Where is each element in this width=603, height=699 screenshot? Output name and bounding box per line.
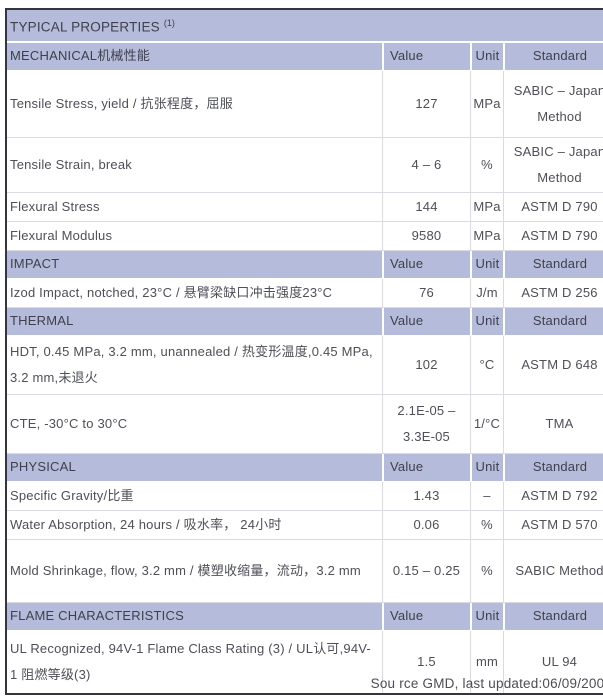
unit-cell: J/m <box>470 278 503 308</box>
unit-cell: MPa <box>470 221 503 251</box>
table-row: Mold Shrinkage, flow, 3.2 mm / 模塑收缩量，流动，… <box>7 539 603 603</box>
column-header-value: Value <box>382 307 470 336</box>
column-header-unit: Unit <box>470 42 503 71</box>
column-header-value: Value <box>382 453 470 482</box>
standard-cell: UL 94 <box>503 630 603 693</box>
property-cell: Mold Shrinkage, flow, 3.2 mm / 模塑收缩量，流动，… <box>7 539 382 603</box>
table-title-row: TYPICAL PROPERTIES (1) <box>7 10 603 43</box>
title-footnote-marker: (1) <box>163 18 175 28</box>
typical-properties-table: TYPICAL PROPERTIES (1) MECHANICAL机械性能 Va… <box>5 8 603 695</box>
property-cell: UL Recognized, 94V-1 Flame Class Rating … <box>7 630 382 693</box>
unit-cell: MPa <box>470 70 503 138</box>
table-title: TYPICAL PROPERTIES (1) <box>7 10 603 43</box>
standard-cell: TMA <box>503 394 603 454</box>
section-label: PHYSICAL <box>7 453 382 482</box>
section-label: FLAME CHARACTERISTICS <box>7 602 382 631</box>
column-header-standard: Standard <box>503 453 603 482</box>
value-cell: 76 <box>382 278 470 308</box>
standard-cell: SABIC – Japan Method <box>503 137 603 193</box>
table-row: Flexural Modulus 9580 MPa ASTM D 790 <box>7 221 603 251</box>
table-row: Water Absorption, 24 hours / 吸水率， 24小时 0… <box>7 510 603 540</box>
standard-cell: ASTM D 648 <box>503 335 603 395</box>
standard-cell: ASTM D 256 <box>503 278 603 308</box>
standard-cell: ASTM D 790 <box>503 192 603 222</box>
table-row: UL Recognized, 94V-1 Flame Class Rating … <box>7 630 603 693</box>
table-row: Tensile Stress, yield / 抗张程度，屈服 127 MPa … <box>7 70 603 138</box>
property-cell: Specific Gravity/比重 <box>7 481 382 511</box>
section-header-thermal: THERMAL Value Unit Standard <box>7 307 603 336</box>
section-label: THERMAL <box>7 307 382 336</box>
property-cell: CTE, -30°C to 30°C <box>7 394 382 454</box>
value-cell: 1.5 <box>382 630 470 693</box>
property-cell: Tensile Stress, yield / 抗张程度，屈服 <box>7 70 382 138</box>
table-row: Izod Impact, notched, 23°C / 悬臂梁缺口冲击强度23… <box>7 278 603 308</box>
value-cell: 2.1E-05 – 3.3E-05 <box>382 394 470 454</box>
unit-cell: °C <box>470 335 503 395</box>
table-row: Tensile Strain, break 4 – 6 % SABIC – Ja… <box>7 137 603 193</box>
section-header-mechanical: MECHANICAL机械性能 Value Unit Standard <box>7 42 603 71</box>
section-label: IMPACT <box>7 250 382 279</box>
value-cell: 4 – 6 <box>382 137 470 193</box>
unit-cell: % <box>470 137 503 193</box>
column-header-unit: Unit <box>470 602 503 631</box>
property-cell: Flexural Stress <box>7 192 382 222</box>
unit-cell: % <box>470 510 503 540</box>
section-header-physical: PHYSICAL Value Unit Standard <box>7 453 603 482</box>
column-header-unit: Unit <box>470 453 503 482</box>
table-row: CTE, -30°C to 30°C 2.1E-05 – 3.3E-05 1/°… <box>7 394 603 454</box>
column-header-value: Value <box>382 602 470 631</box>
table-row: Specific Gravity/比重 1.43 – ASTM D 792 <box>7 481 603 511</box>
property-cell: Izod Impact, notched, 23°C / 悬臂梁缺口冲击强度23… <box>7 278 382 308</box>
column-header-unit: Unit <box>470 250 503 279</box>
unit-cell: MPa <box>470 192 503 222</box>
section-label: MECHANICAL机械性能 <box>7 42 382 71</box>
value-cell: 127 <box>382 70 470 138</box>
standard-cell: SABIC Method <box>503 539 603 603</box>
table-row: HDT, 0.45 MPa, 3.2 mm, unannealed / 热变形温… <box>7 335 603 395</box>
section-header-impact: IMPACT Value Unit Standard <box>7 250 603 279</box>
value-cell: 9580 <box>382 221 470 251</box>
value-cell: 144 <box>382 192 470 222</box>
column-header-standard: Standard <box>503 307 603 336</box>
column-header-standard: Standard <box>503 42 603 71</box>
standard-cell: SABIC – Japan Method <box>503 70 603 138</box>
table-row: Flexural Stress 144 MPa ASTM D 790 <box>7 192 603 222</box>
column-header-standard: Standard <box>503 602 603 631</box>
column-header-value: Value <box>382 42 470 71</box>
unit-cell: mm <box>470 630 503 693</box>
column-header-unit: Unit <box>470 307 503 336</box>
property-cell: Tensile Strain, break <box>7 137 382 193</box>
standard-cell: ASTM D 790 <box>503 221 603 251</box>
value-cell: 102 <box>382 335 470 395</box>
value-cell: 0.06 <box>382 510 470 540</box>
unit-cell: – <box>470 481 503 511</box>
property-cell: Water Absorption, 24 hours / 吸水率， 24小时 <box>7 510 382 540</box>
property-cell: Flexural Modulus <box>7 221 382 251</box>
column-header-standard: Standard <box>503 250 603 279</box>
property-cell: HDT, 0.45 MPa, 3.2 mm, unannealed / 热变形温… <box>7 335 382 395</box>
section-header-flame: FLAME CHARACTERISTICS Value Unit Standar… <box>7 602 603 631</box>
unit-cell: 1/°C <box>470 394 503 454</box>
column-header-value: Value <box>382 250 470 279</box>
unit-cell: % <box>470 539 503 603</box>
value-cell: 1.43 <box>382 481 470 511</box>
table-title-text: TYPICAL PROPERTIES <box>10 19 160 35</box>
value-cell: 0.15 – 0.25 <box>382 539 470 603</box>
standard-cell: ASTM D 570 <box>503 510 603 540</box>
source-footer: Sou rce GMD, last updated:06/09/2000 <box>370 676 603 691</box>
standard-cell: ASTM D 792 <box>503 481 603 511</box>
